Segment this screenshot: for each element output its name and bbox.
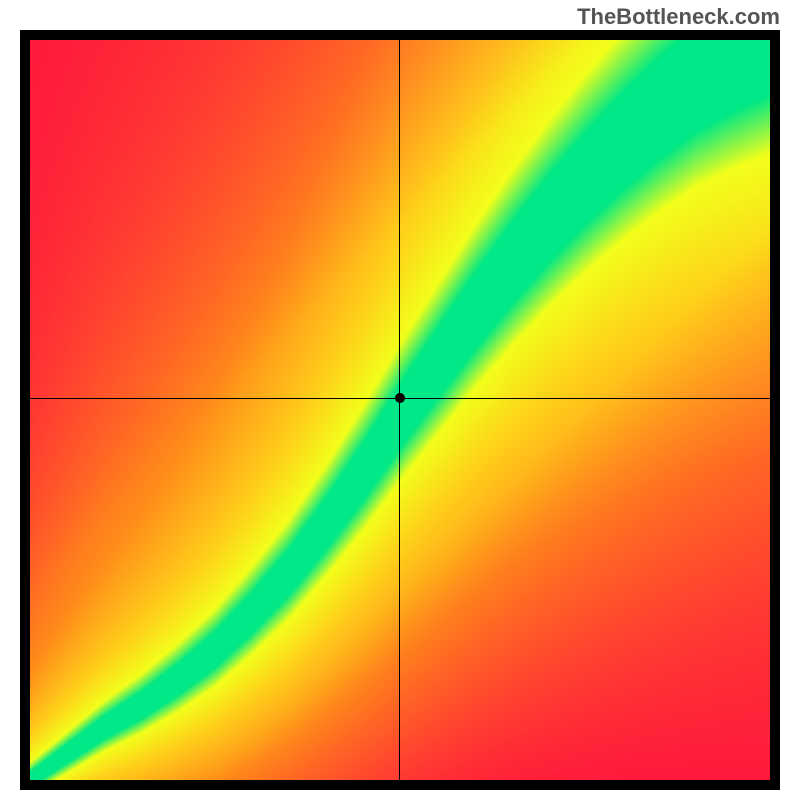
crosshair-vertical — [399, 40, 400, 780]
heatmap-plot-frame — [20, 30, 780, 790]
watermark-text: TheBottleneck.com — [577, 4, 780, 30]
heatmap-canvas — [30, 40, 770, 780]
crosshair-marker — [395, 393, 405, 403]
